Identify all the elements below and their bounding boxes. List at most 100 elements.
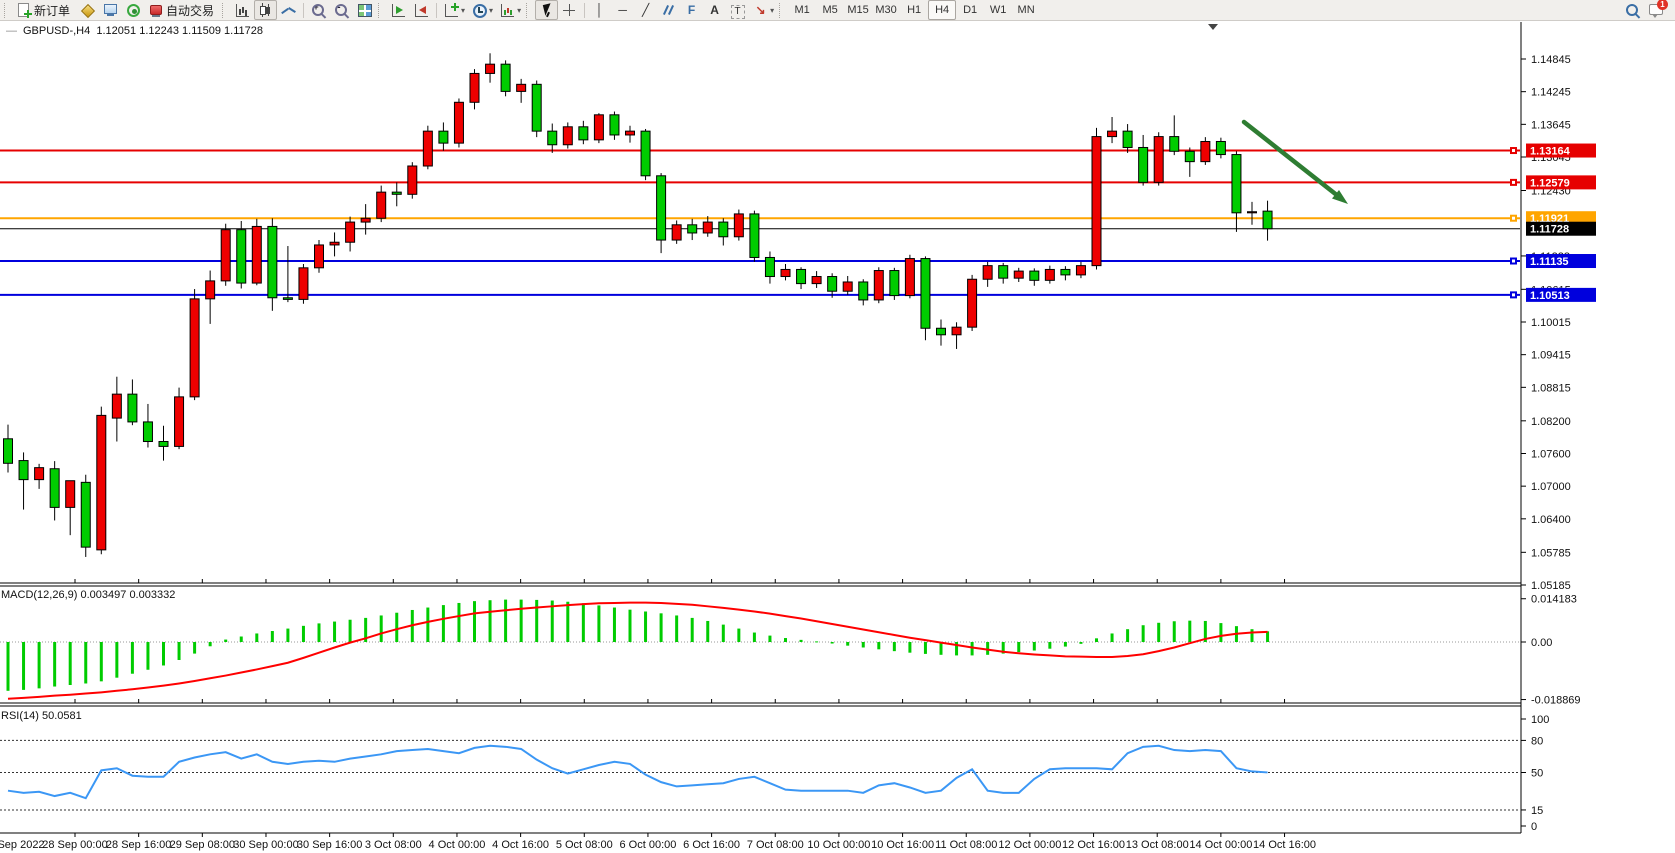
chevron-down-icon: ▾ (770, 5, 775, 15)
zoom-in-button[interactable]: + (307, 0, 330, 20)
line-marker-center (1512, 180, 1515, 184)
auto-trading-button[interactable]: 自动交易 (145, 0, 220, 20)
auto-scroll-button[interactable] (387, 0, 410, 20)
time-axis-label: Sep 2022 (0, 839, 45, 851)
text-button[interactable]: A (703, 0, 726, 20)
gold-diamond-icon (79, 2, 96, 18)
price-tick-label: 1.05785 (1531, 547, 1571, 559)
candle (1013, 270, 1024, 279)
macd-histogram-bar (675, 615, 679, 642)
timeframe-m5-button[interactable]: M5 (822, 4, 838, 16)
candle (1215, 140, 1226, 156)
candle (314, 244, 324, 269)
price-level-label-box (1526, 254, 1596, 269)
timeframe-h4-button[interactable]: H4 (928, 0, 957, 20)
candle (142, 421, 153, 443)
template-icon (499, 2, 516, 18)
macd-histogram-bar (690, 617, 694, 642)
tile-windows-icon (356, 2, 373, 18)
chart-shift-icon (413, 2, 430, 18)
timeframe-mn-button[interactable]: MN (1017, 4, 1035, 16)
candle (625, 130, 635, 136)
new-order-icon (16, 2, 33, 18)
candle (1184, 150, 1195, 163)
candle (127, 393, 138, 423)
chevron-down-icon: ▾ (489, 5, 494, 15)
macd-histogram-bar (1250, 629, 1254, 642)
vline-icon: │ (595, 3, 604, 17)
cursor-button[interactable] (535, 0, 559, 20)
candle (158, 441, 169, 447)
tile-windows-button[interactable] (353, 0, 376, 20)
fibonacci-button[interactable]: F (680, 0, 703, 20)
macd-tick-label: -0.018869 (1531, 695, 1581, 707)
equidistant-channel-button[interactable] (657, 0, 680, 20)
candle (282, 297, 293, 300)
notifications-button[interactable]: 1 (1644, 0, 1668, 20)
toolbar-drag-handle (4, 2, 10, 18)
trend-arrow-annotation[interactable] (1241, 119, 1341, 199)
macd-histogram-bar (115, 642, 119, 678)
zoom-out-button[interactable]: - (330, 0, 353, 20)
macd-histogram-bar (1032, 642, 1036, 651)
arrows-button[interactable]: ↘ ▾ (749, 0, 777, 20)
price-level-label: 1.11728 (1530, 224, 1569, 236)
macd-histogram-bar (1063, 642, 1067, 647)
horizontal-line-button[interactable]: ─ (611, 0, 634, 20)
chart-shift-marker[interactable] (1208, 24, 1218, 30)
toolbar-drag-handle (222, 2, 228, 18)
macd-histogram-bar (846, 642, 850, 646)
notification-badge: 1 (1657, 0, 1668, 10)
macd-histogram-bar (550, 600, 554, 642)
macd-histogram-bar (488, 600, 492, 642)
candle (3, 438, 13, 464)
new-order-button[interactable]: 新订单 (13, 0, 76, 20)
signals-button[interactable] (122, 0, 145, 20)
macd-histogram-bar (255, 633, 259, 642)
macd-histogram-bar (737, 628, 741, 642)
macd-histogram-bar (1079, 642, 1083, 644)
timeframe-h1-button[interactable]: H1 (907, 4, 922, 16)
candlestick-chart-button[interactable] (254, 0, 278, 20)
crosshair-button[interactable] (558, 0, 581, 20)
rsi-value: 50.0581 (41, 710, 82, 722)
periods-button[interactable]: ▾ (468, 0, 496, 20)
data-window-button[interactable] (99, 0, 122, 20)
candle (1075, 265, 1086, 276)
chart-canvas[interactable]: 1.148451.142451.136451.130451.124301.112… (0, 21, 1675, 853)
chevron-down-icon: ▾ (517, 5, 522, 15)
candle (49, 468, 60, 508)
macd-histogram-bar (1203, 620, 1207, 642)
macd-histogram-bar (457, 602, 461, 642)
timeframe-m1-button[interactable]: M1 (794, 4, 810, 16)
open-value: 1.12051 (96, 25, 137, 37)
price-tick-label: 1.13645 (1531, 119, 1571, 131)
search-button[interactable] (1621, 0, 1644, 20)
timeframe-m30-button[interactable]: M30 (875, 4, 897, 16)
candle (469, 72, 480, 103)
bar-chart-button[interactable] (231, 0, 254, 20)
timeframe-d1-button[interactable]: D1 (963, 4, 978, 16)
timeframe-m15-button[interactable]: M15 (847, 4, 869, 16)
macd-histogram-bar (364, 617, 368, 642)
trendline-button[interactable]: ╱ (634, 0, 657, 20)
indicators-button[interactable]: ▾ (440, 0, 468, 20)
line-chart-button[interactable] (277, 0, 300, 20)
templates-button[interactable]: ▾ (496, 0, 524, 20)
timeframe-w1-button[interactable]: W1 (989, 4, 1007, 16)
candle (718, 221, 729, 238)
chevron-down-icon: ▾ (461, 5, 466, 15)
text-label-button[interactable]: T (726, 0, 749, 20)
candle (189, 298, 200, 398)
cursor-icon (538, 2, 555, 18)
chart-shift-button[interactable] (410, 0, 433, 20)
macd-histogram-bar (301, 625, 305, 642)
chart-window[interactable]: 1.148451.142451.136451.130451.124301.112… (0, 21, 1675, 853)
vertical-line-button[interactable]: │ (588, 0, 611, 20)
toolbar-separator (303, 2, 305, 18)
toolbar-separator (584, 2, 586, 18)
market-watch-button[interactable] (76, 0, 99, 20)
candle (65, 480, 76, 508)
candle (111, 393, 122, 419)
